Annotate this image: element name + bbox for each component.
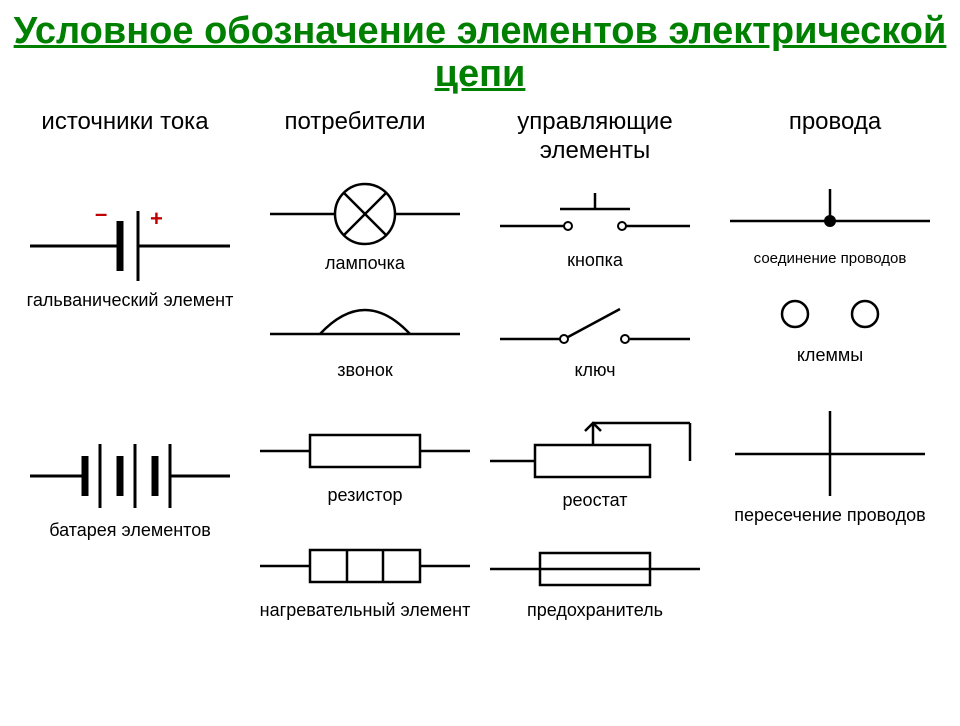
galvanic-label: гальванический элемент	[20, 290, 240, 311]
fuse-icon	[485, 541, 705, 596]
symbol-resistor: резистор	[255, 421, 475, 506]
svg-text:+: +	[150, 206, 163, 231]
button-label: кнопка	[490, 250, 700, 271]
symbol-lamp: лампочка	[260, 174, 470, 274]
rheostat-icon	[485, 411, 705, 486]
symbol-battery: батарея элементов	[20, 426, 240, 541]
crossing-icon	[720, 406, 940, 501]
symbol-switch: ключ	[490, 291, 700, 381]
col-header-sources: источники тока	[25, 108, 225, 166]
symbol-galvanic: – + гальванический элемент	[20, 196, 240, 311]
junction-label: соединение проводов	[720, 250, 940, 267]
col-header-consumers: потребители	[255, 108, 455, 166]
lamp-label: лампочка	[260, 253, 470, 274]
battery-icon	[20, 426, 240, 516]
symbol-heater: нагревательный элемент	[255, 536, 475, 621]
col-header-wires: провода	[735, 108, 935, 166]
symbol-grid: – + гальванический элемент батарея элеме…	[0, 166, 960, 726]
rheostat-label: реостат	[485, 490, 705, 511]
bell-icon	[260, 286, 470, 356]
terminals-icon	[740, 286, 920, 341]
resistor-icon	[255, 421, 475, 481]
resistor-label: резистор	[255, 485, 475, 506]
button-icon	[490, 181, 700, 246]
battery-label: батарея элементов	[20, 520, 240, 541]
bell-label: звонок	[260, 360, 470, 381]
symbol-terminals: клеммы	[740, 286, 920, 366]
col-header-controls: управляющие элементы	[485, 108, 705, 166]
crossing-label: пересечение проводов	[720, 505, 940, 526]
column-headers: источники тока потребители управляющие э…	[0, 100, 960, 166]
symbol-fuse: предохранитель	[485, 541, 705, 621]
svg-text:–: –	[95, 201, 107, 226]
symbol-bell: звонок	[260, 286, 470, 381]
heater-label: нагревательный элемент	[255, 600, 475, 621]
lamp-icon	[260, 174, 470, 249]
terminals-label: клеммы	[740, 345, 920, 366]
symbol-rheostat: реостат	[485, 411, 705, 511]
symbol-crossing: пересечение проводов	[720, 406, 940, 526]
page-title: Условное обозначение элементов электриче…	[0, 0, 960, 100]
switch-icon	[490, 291, 700, 356]
junction-icon	[720, 181, 940, 246]
symbol-junction: соединение проводов	[720, 181, 940, 267]
galvanic-icon: – +	[20, 196, 240, 286]
fuse-label: предохранитель	[485, 600, 705, 621]
symbol-button: кнопка	[490, 181, 700, 271]
heater-icon	[255, 536, 475, 596]
switch-label: ключ	[490, 360, 700, 381]
